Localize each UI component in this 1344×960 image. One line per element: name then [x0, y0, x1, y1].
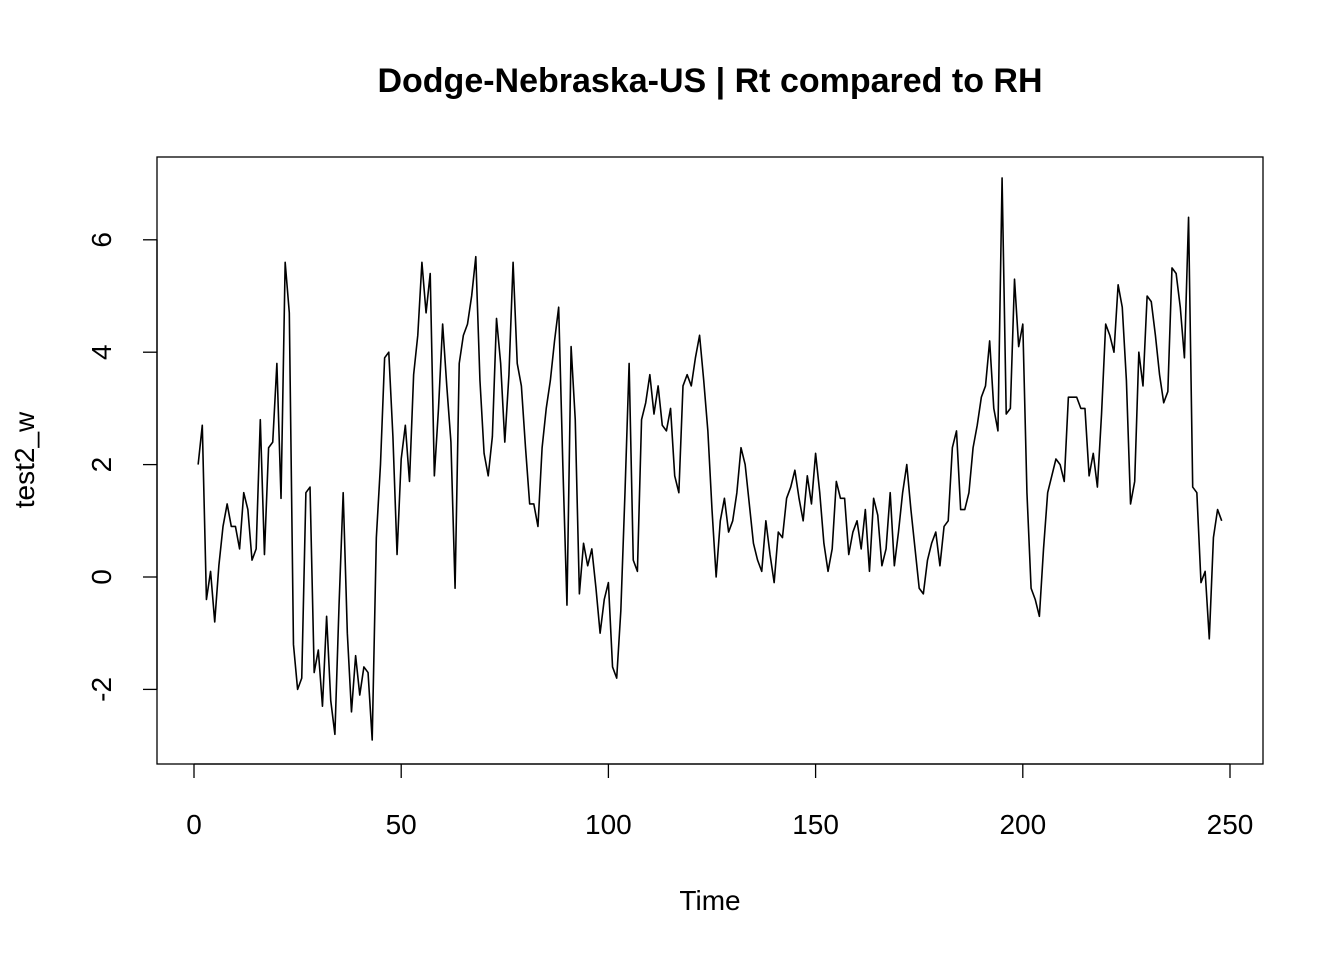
x-tick-label: 200: [999, 809, 1046, 840]
x-tick-label: 100: [585, 809, 632, 840]
y-tick-label: 2: [86, 457, 117, 473]
y-tick-label: 6: [86, 232, 117, 248]
chart-title: Dodge-Nebraska-US | Rt compared to RH: [377, 62, 1042, 100]
series-line: [197, 177, 1223, 741]
y-tick-label: -2: [86, 677, 117, 702]
y-tick-label: 0: [86, 569, 117, 585]
y-axis-label: test2_w: [9, 411, 40, 508]
x-axis: 0 50 100 150 200 250: [186, 763, 1254, 840]
x-tick-label: 50: [386, 809, 417, 840]
x-tick-label: 150: [792, 809, 839, 840]
x-tick-label: 0: [186, 809, 202, 840]
series-layer: [197, 177, 1223, 741]
y-tick-label: 4: [86, 344, 117, 360]
x-axis-label: Time: [679, 885, 740, 916]
x-tick-label: 250: [1207, 809, 1254, 840]
y-axis: -2 0 2 4 6: [86, 232, 158, 702]
